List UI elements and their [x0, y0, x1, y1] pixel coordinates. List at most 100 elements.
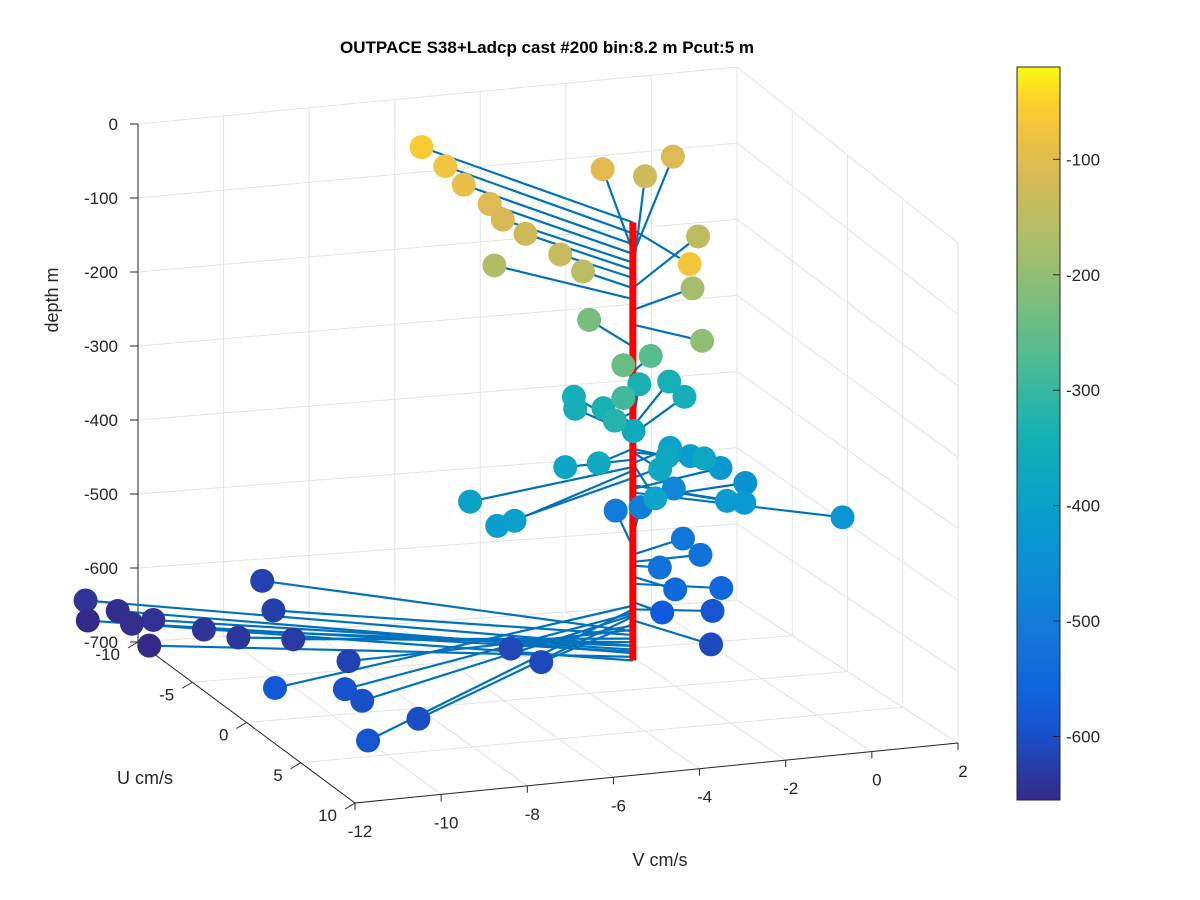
grid-line: [736, 523, 959, 672]
tick-label: -2: [783, 779, 798, 798]
stem-line: [632, 235, 699, 289]
data-point: [643, 486, 668, 511]
stem-line: [85, 599, 633, 647]
data-point: [692, 446, 717, 471]
stem-line: [631, 156, 674, 256]
data-point: [657, 369, 682, 394]
tick-label: -10: [434, 813, 459, 832]
colorbar-tick-label: -600: [1066, 728, 1100, 747]
stem-line: [274, 604, 634, 690]
tick-label: 5: [273, 766, 282, 785]
data-point: [700, 598, 725, 623]
data-point: [663, 577, 688, 602]
scatter-points: [73, 135, 855, 753]
grid-line: [137, 66, 738, 125]
stem-line: [559, 253, 634, 279]
tick-label: 10: [318, 806, 337, 825]
stem-line: [344, 611, 634, 691]
data-point: [336, 649, 361, 674]
tick-mark: [290, 762, 302, 770]
data-point: [638, 343, 663, 368]
data-point: [660, 144, 685, 169]
data-point: [332, 677, 357, 702]
data-point: [262, 675, 287, 700]
data-point: [502, 508, 527, 533]
colorbar-tick-label: -300: [1066, 381, 1100, 400]
tick-mark: [181, 681, 193, 689]
data-point: [677, 252, 702, 277]
data-point: [261, 598, 286, 623]
data-point: [73, 588, 98, 613]
stem-line: [525, 232, 634, 271]
stem-line: [494, 264, 634, 301]
data-point: [732, 490, 757, 515]
tick-labels: 0-100-200-300-400-500-600-700-10-50510-1…: [84, 115, 968, 841]
data-point: [119, 611, 144, 636]
data-point: [670, 526, 695, 551]
stem-line: [632, 619, 712, 646]
colorbar-bar: [1016, 66, 1061, 801]
data-point: [356, 728, 381, 753]
grid-line: [736, 66, 959, 244]
data-point: [586, 451, 611, 476]
grid-line: [246, 671, 848, 723]
data-point: [226, 625, 251, 650]
tick-label: -10: [95, 645, 120, 664]
tick-label: -300: [84, 337, 118, 356]
tick-label: -600: [84, 559, 118, 578]
grid-line: [736, 295, 959, 458]
data-point: [830, 505, 855, 530]
grid-line: [736, 218, 959, 387]
data-point: [603, 498, 628, 523]
data-point: [709, 576, 734, 601]
chart-title: OUTPACE S38+Ladcp cast #200 bin:8.2 m Pc…: [340, 38, 754, 57]
axes-box: [137, 124, 959, 804]
colorbar-tick-label: -500: [1066, 612, 1100, 631]
data-point: [281, 627, 306, 652]
data-point: [590, 157, 615, 182]
data-point: [714, 488, 739, 513]
data-point: [563, 396, 588, 421]
data-point: [648, 457, 673, 482]
data-point: [627, 372, 652, 397]
tick-label: 0: [219, 726, 228, 745]
data-point: [611, 353, 636, 378]
data-point: [672, 384, 697, 409]
stem-line: [273, 609, 633, 637]
data-point: [406, 706, 431, 731]
data-point: [137, 633, 162, 658]
grid-line: [137, 218, 738, 273]
data-point: [433, 154, 458, 179]
colorbar-tick-label: -400: [1066, 497, 1100, 516]
data-point: [141, 607, 166, 632]
stem-lines: [85, 146, 843, 742]
tick-label: 0: [872, 771, 881, 790]
tick-label: -500: [84, 485, 118, 504]
stem-line: [417, 615, 634, 720]
data-point: [482, 253, 507, 278]
data-point: [191, 617, 216, 642]
data-point: [458, 489, 483, 514]
data-point: [688, 542, 713, 567]
stem-line: [348, 628, 633, 663]
data-point: [350, 688, 375, 713]
data-point: [699, 632, 724, 657]
data-point: [650, 600, 675, 625]
data-point: [250, 568, 275, 593]
data-point: [577, 307, 602, 332]
grid-line: [736, 142, 959, 315]
data-point: [490, 207, 515, 232]
grid-line: [300, 706, 903, 764]
data-point: [686, 224, 711, 249]
stem-line: [601, 168, 634, 252]
data-point: [548, 242, 573, 267]
tick-label: -700: [84, 633, 118, 652]
axes-grid: [137, 66, 959, 804]
data-point: [611, 385, 636, 410]
stem-line: [421, 146, 634, 224]
data-point: [647, 555, 672, 580]
stem-line: [262, 579, 634, 633]
data-point: [513, 221, 538, 246]
tick-mark: [236, 722, 247, 729]
tick-label: -12: [348, 822, 373, 841]
